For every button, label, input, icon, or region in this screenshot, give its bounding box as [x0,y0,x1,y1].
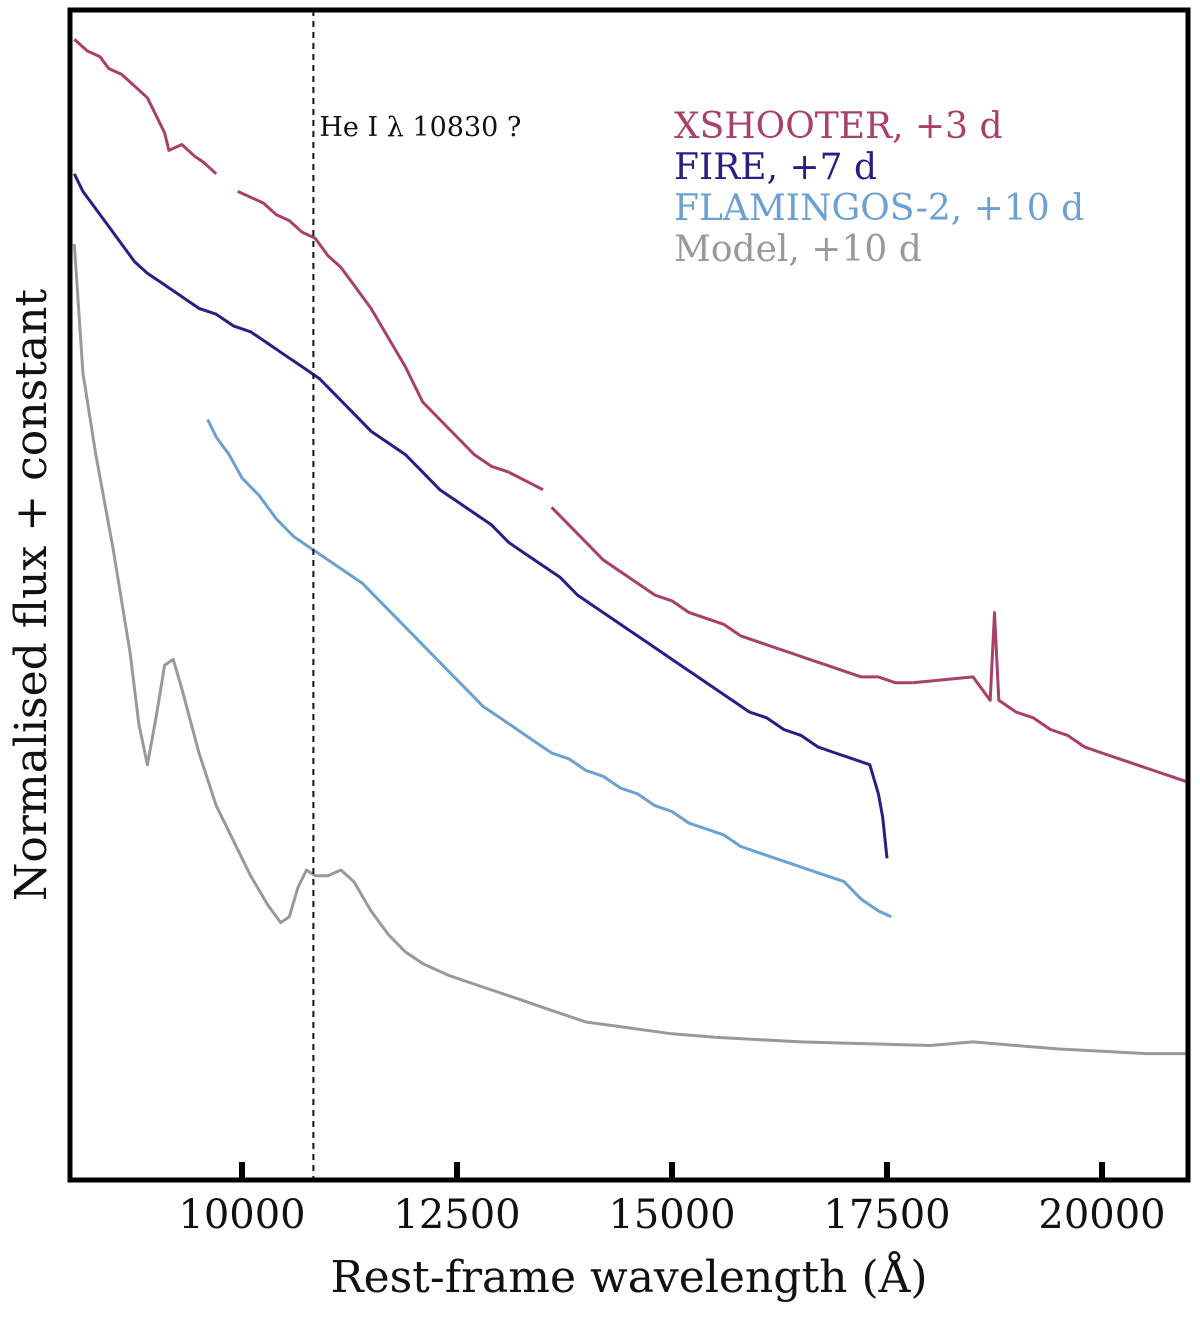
legend-entry-1: FIRE, +7 d [674,147,877,188]
series-line-2-segment-0 [206,418,892,919]
x-tick-label-1: 12500 [393,1192,520,1238]
legend-entry-2: FLAMINGOS-2, +10 d [674,188,1084,229]
x-axis-label: Rest-frame wavelength (Å) [330,1250,927,1303]
plot-frame [67,7,1191,1183]
legend-entry-0: XSHOOTER, +3 d [674,106,1003,147]
series-line-0-segment-3 [550,506,913,685]
series-line-0-segment-2 [507,470,544,492]
series-line-1-segment-0 [72,173,889,859]
series-line-0-segment-1 [237,190,510,474]
legend-entry-3: Model, +10 d [674,229,922,270]
x-tick-label-0: 10000 [178,1192,305,1238]
x-tick-label-3: 17500 [823,1192,950,1238]
series-layer [72,38,1189,1056]
x-tick-label-4: 20000 [1038,1192,1165,1238]
x-tick-label-2: 15000 [608,1192,735,1238]
series-line-3-segment-0 [72,243,1188,1056]
x-axis-ticks: 10000 12500 15000 17500 20000 [178,1162,1166,1238]
annotation-layer: He I λ 10830 ? [312,10,521,1180]
series-line-0-segment-4 [912,611,1189,784]
series-line-0-segment-0 [73,38,218,175]
y-axis-label: Normalised flux + constant [6,289,57,902]
helium-annotation: He I λ 10830 ? [319,112,521,143]
